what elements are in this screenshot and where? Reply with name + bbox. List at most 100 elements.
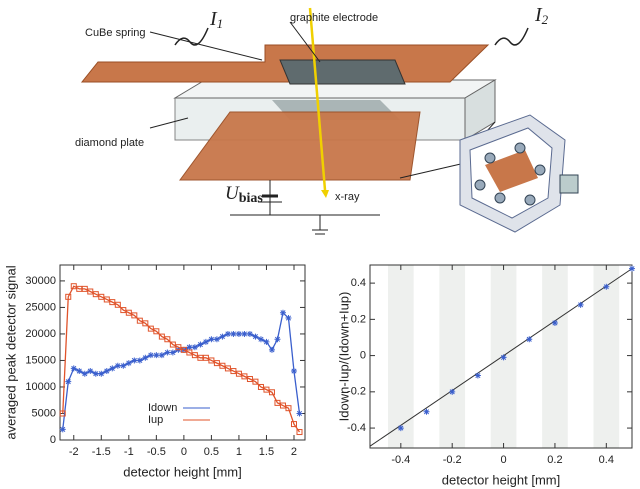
x-tick-label: 0.2 — [547, 454, 562, 466]
plate-pointer — [149, 117, 189, 129]
y-tick-label: -0.2 — [347, 386, 366, 398]
marker — [191, 352, 198, 359]
x-tick-label: -1.5 — [92, 446, 111, 458]
marker — [230, 330, 237, 337]
y-tick-label: -0.4 — [347, 422, 366, 434]
marker — [136, 357, 143, 364]
x-tick-label: 1.5 — [259, 446, 274, 458]
marker — [279, 402, 286, 409]
mount-drawing — [459, 114, 579, 233]
marker — [629, 265, 635, 272]
marker — [213, 360, 220, 367]
marker — [285, 315, 292, 322]
band — [439, 265, 466, 448]
y-tick-label: 25000 — [25, 301, 56, 313]
marker — [180, 346, 187, 353]
band — [593, 265, 620, 448]
marker — [164, 336, 171, 343]
electrode-pointer — [289, 21, 321, 63]
band — [542, 265, 568, 448]
marker — [103, 296, 110, 303]
marker — [397, 425, 404, 432]
marker — [268, 346, 275, 353]
marker — [235, 370, 242, 377]
marker — [87, 368, 94, 375]
x-tick-label: -0.5 — [147, 446, 166, 458]
x-tick-label: -0.4 — [391, 454, 410, 466]
marker — [296, 410, 303, 417]
y-tick-label: 15000 — [25, 354, 56, 366]
y-tick-label: 0 — [360, 350, 366, 362]
marker — [500, 354, 507, 361]
symbol: I — [534, 4, 543, 26]
current-2-label: I2 — [534, 4, 549, 27]
y-tick-label: 0.4 — [351, 277, 366, 289]
symbol: I — [209, 8, 218, 30]
marker — [219, 362, 226, 369]
marker — [169, 349, 176, 356]
marker — [219, 333, 226, 340]
marker — [224, 365, 231, 372]
x-axis-label: detector height [mm] — [442, 472, 561, 487]
x-tick-label: -0.2 — [443, 454, 462, 466]
x-tick-label: 0 — [181, 446, 187, 458]
x-ray-beam — [308, 7, 327, 191]
marker — [70, 365, 77, 372]
legend-box — [143, 399, 213, 429]
zoom-line — [399, 162, 466, 179]
marker — [158, 333, 165, 340]
marker — [603, 283, 610, 290]
marker — [81, 370, 88, 377]
marker — [285, 405, 292, 412]
marker — [142, 320, 149, 327]
x-tick-label: 0.4 — [599, 454, 614, 466]
spring-label: CuBe spring — [85, 27, 146, 39]
marker — [87, 288, 94, 295]
marker — [208, 336, 215, 343]
marker — [208, 357, 215, 364]
marker — [125, 309, 132, 316]
x-tick-label: 0.5 — [204, 446, 219, 458]
symbol: U — [225, 183, 240, 204]
y-tick-label: 10000 — [25, 381, 56, 393]
marker — [153, 352, 160, 359]
marker — [191, 344, 198, 351]
marker — [577, 301, 584, 308]
marker — [92, 291, 99, 298]
legend-label: Iup — [148, 414, 163, 426]
marker — [120, 362, 127, 369]
x-tick-label: 0 — [501, 454, 507, 466]
setup-diagram: CuBe spring I1 graphite electrode I2 dia… — [75, 4, 579, 235]
marker — [235, 330, 242, 337]
current-2-arrow — [494, 27, 529, 46]
marker — [252, 333, 259, 340]
marker — [175, 344, 182, 351]
subscript: 2 — [542, 12, 549, 27]
marker — [213, 336, 220, 343]
subscript: bias — [239, 191, 264, 206]
marker — [147, 325, 154, 332]
electrode-label: graphite electrode — [290, 12, 378, 24]
marker — [296, 429, 303, 436]
marker — [65, 378, 72, 385]
marker — [142, 354, 149, 361]
legend-label: Idown — [148, 402, 177, 414]
marker — [98, 293, 105, 300]
marker — [257, 383, 264, 390]
spring-bottom — [179, 111, 421, 181]
marker — [290, 421, 297, 428]
beam-label: x-ray — [335, 191, 360, 203]
y-axis-label: Idown-Iup/(Idown+Iup) — [336, 292, 351, 422]
x-tick-label: -2 — [69, 446, 79, 458]
marker — [551, 319, 558, 326]
marker — [246, 376, 253, 383]
current-1-label: I1 — [209, 8, 223, 31]
marker — [279, 309, 286, 316]
marker — [109, 299, 116, 306]
marker — [202, 338, 209, 345]
y-tick-label: 5000 — [32, 407, 56, 419]
plot-frame — [369, 264, 633, 449]
marker — [164, 349, 171, 356]
